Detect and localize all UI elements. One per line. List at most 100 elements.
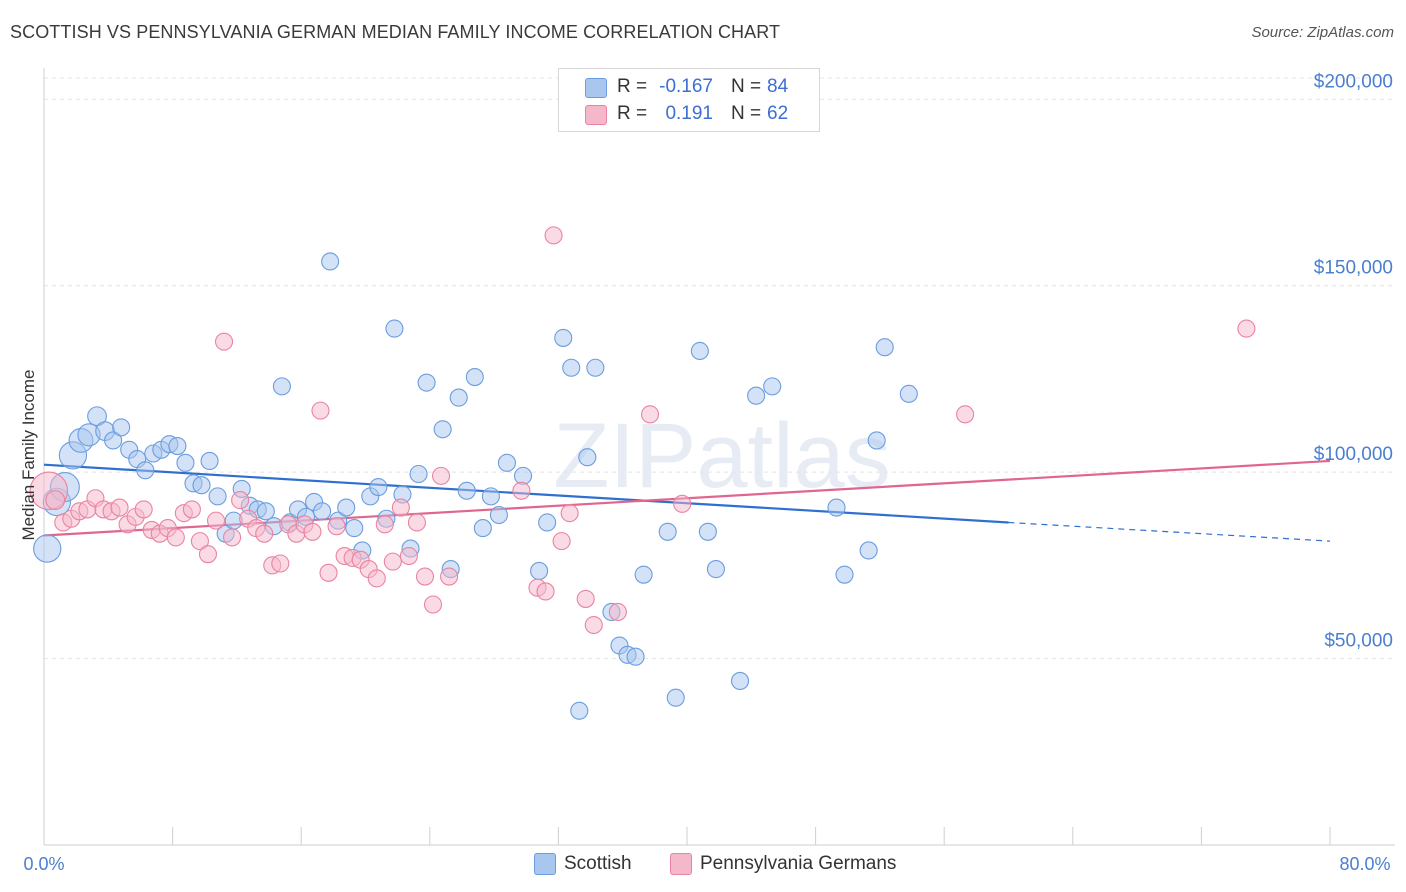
scottish-point [570, 701, 589, 720]
scottish-point [457, 481, 476, 500]
scottish-point [176, 453, 195, 472]
scottish-point [369, 478, 388, 497]
scottish-point [747, 386, 766, 405]
scottish-point [698, 522, 717, 541]
pennsylvania-germans-point [206, 511, 226, 530]
y-tick-label: $200,000 [1314, 71, 1393, 92]
r-value: -0.167 [659, 76, 713, 97]
pennsylvania-germans-point [311, 401, 330, 420]
scottish-point [465, 368, 484, 387]
pennsylvania-germans-point [576, 589, 595, 608]
scottish-point [345, 519, 364, 538]
pennsylvania-germans-swatch [670, 853, 692, 875]
pennsylvania-germans-point [584, 615, 603, 635]
pennsylvania-germans-point [432, 466, 451, 485]
pennsylvania-germans-point [399, 546, 418, 566]
pennsylvania-germans-point [407, 513, 426, 532]
pennsylvania-germans-point [367, 569, 386, 588]
legend-label: Scottish [564, 853, 632, 874]
pennsylvania-germans-point [319, 563, 338, 582]
pennsylvania-germans-point [608, 602, 627, 622]
axes [43, 68, 1395, 846]
stats-legend: R = -0.167 N = 84 R = 0.191 N = 62 [558, 68, 820, 132]
scottish-point [867, 431, 886, 450]
scottish-point [337, 498, 356, 517]
pennsylvania-germans-point [423, 595, 443, 614]
n-label: N = [731, 103, 762, 124]
scottish-point [513, 466, 533, 485]
scottish-point [827, 498, 846, 517]
r-label: R = [617, 103, 648, 124]
pennsylvania-germans-point [255, 524, 274, 543]
scottish-point [586, 358, 605, 377]
pennsylvania-germans-point [45, 490, 66, 511]
n-value: 84 [767, 76, 789, 97]
pennsylvania-germans-point [956, 405, 975, 424]
scottish-point [192, 476, 211, 495]
scottish-point [835, 565, 854, 584]
scottish-swatch [534, 853, 556, 875]
stats-row-pennsylvania-germans: R = 0.191 N = 62 [559, 100, 819, 128]
scottish-point [554, 328, 573, 347]
scottish-point [658, 522, 677, 541]
pennsylvania-germans-point [391, 498, 410, 517]
pennsylvania-germans-point [223, 528, 242, 547]
series-legend: Scottish Pennsylvania Germans [0, 852, 1406, 878]
scottish-point [489, 505, 508, 525]
scottish-point [634, 565, 653, 584]
pennsylvania-germans-point [271, 554, 290, 573]
pennsylvania-germans-point [303, 522, 322, 541]
scottish-point [497, 453, 517, 472]
pennsylvania-germans-point [110, 498, 129, 517]
pennsylvania-germans-point [327, 517, 346, 536]
pennsylvania-germans-point [673, 494, 692, 513]
source-label: Source: ZipAtlas.com [1251, 24, 1394, 41]
scottish-point [272, 377, 291, 396]
pennsylvania-germans-point [383, 552, 402, 571]
scottish-swatch [585, 78, 607, 98]
scottish-point [112, 418, 131, 437]
watermark: ZIPatlas [553, 405, 890, 507]
pennsylvania-germans-point [640, 405, 660, 424]
scottish-point [104, 431, 123, 450]
pennsylvania-germans-point [190, 532, 209, 551]
n-label: N = [731, 76, 762, 97]
scottish-point [409, 464, 428, 484]
pennsylvania-germans-point [512, 481, 531, 500]
x-tick-label: 0.0% [23, 854, 64, 874]
scottish-point [33, 534, 62, 563]
y-tick-labels: $50,000 $100,000 $150,000 $200,000 [1314, 71, 1393, 651]
scottish-point [538, 513, 557, 532]
pennsylvania-germans-point [544, 226, 563, 245]
scottish-point [200, 451, 219, 471]
scottish-point [473, 519, 492, 538]
scottish-point [385, 319, 404, 338]
scottish-point [417, 373, 436, 392]
scottish-point [875, 338, 894, 357]
scottish-point [666, 688, 685, 707]
scottish-point [578, 448, 597, 467]
r-value: 0.191 [665, 103, 713, 124]
x-tick-labels: 0.0% 80.0% [23, 854, 1390, 874]
pennsylvania-germans-point [231, 491, 250, 510]
y-axis-label: Median Family Income [19, 369, 38, 540]
pennsylvania-germans-point [198, 545, 218, 564]
pennsylvania-germans-point [440, 567, 459, 586]
trend-line-extension-0 [1008, 521, 1331, 542]
scottish-point [730, 671, 750, 690]
pennsylvania-germans-point [214, 332, 234, 351]
scottish-point [562, 358, 581, 377]
scottish-point [313, 502, 332, 521]
pennsylvania-germans-point [415, 567, 435, 586]
pennsylvania-germans-point [552, 532, 571, 551]
chart-title: SCOTTISH VS PENNSYLVANIA GERMAN MEDIAN F… [10, 22, 781, 42]
scottish-point [690, 341, 709, 361]
scottish-point [899, 384, 918, 403]
scottish-point [168, 436, 187, 456]
pennsylvania-germans-point [166, 528, 185, 547]
x-tick-label: 80.0% [1339, 854, 1390, 874]
scottish-point [626, 647, 645, 666]
scottish-point [706, 560, 725, 579]
pennsylvania-germans-point [182, 500, 201, 519]
y-tick-label: $100,000 [1314, 444, 1393, 465]
